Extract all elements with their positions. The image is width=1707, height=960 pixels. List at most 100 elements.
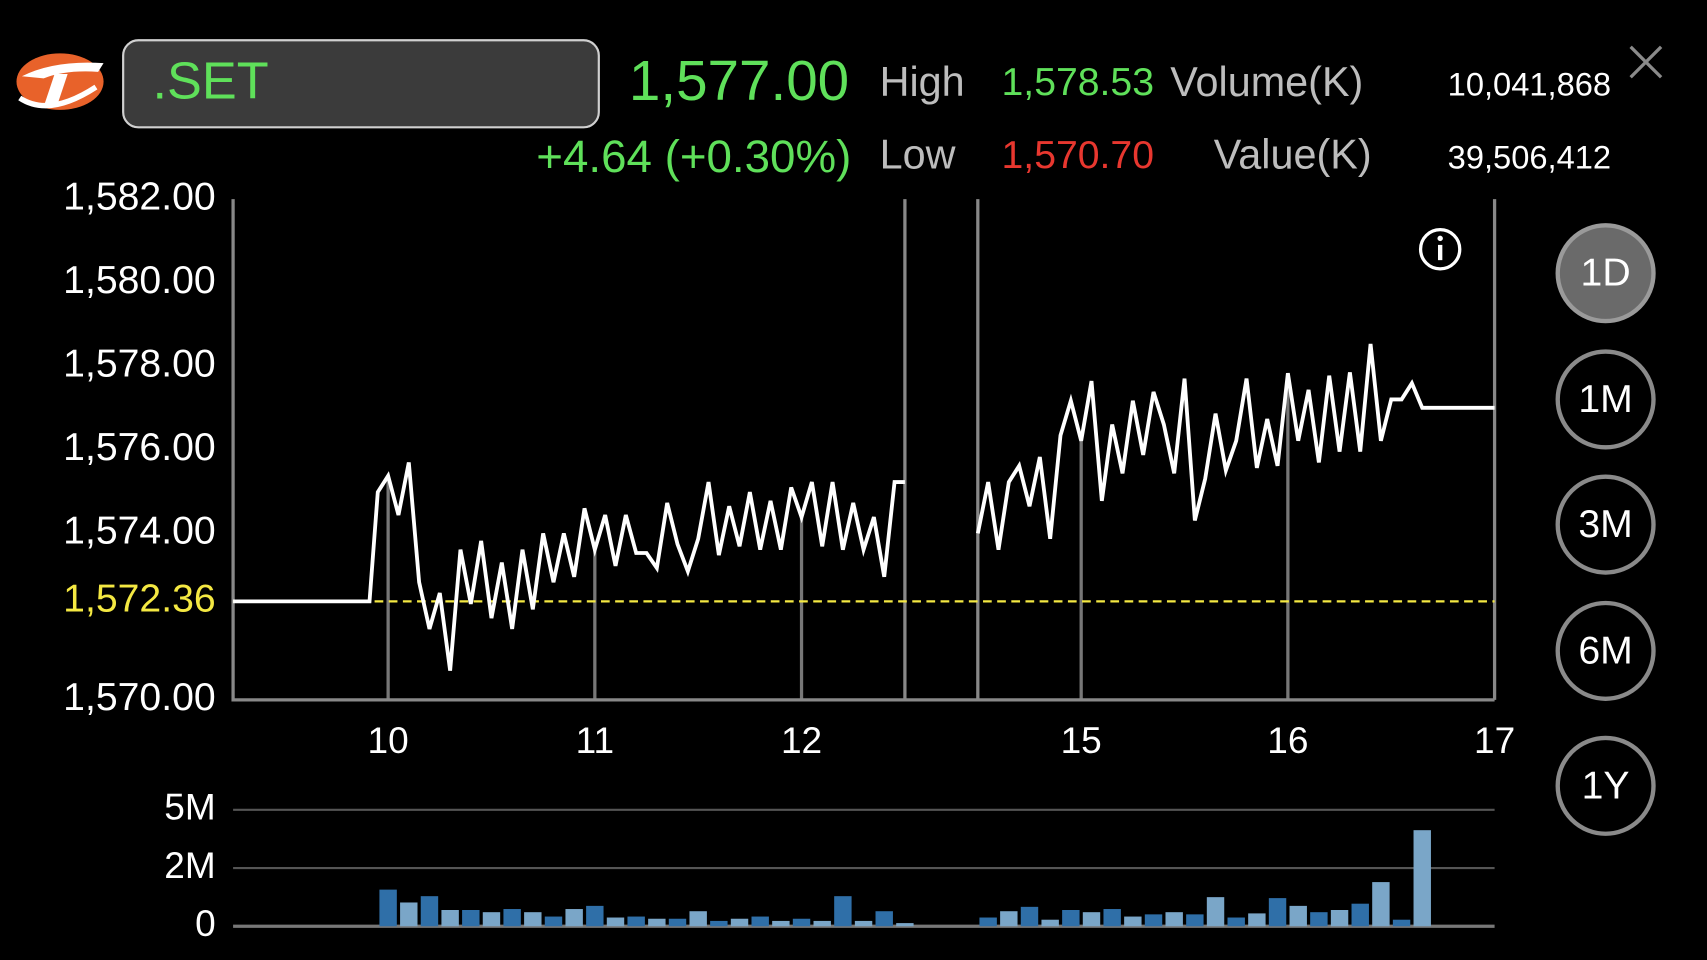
period-button[interactable] — [1555, 735, 1656, 836]
volume-bar — [586, 905, 604, 927]
volume-bar — [565, 909, 583, 927]
x-tick-label: 12 — [781, 720, 822, 761]
volume-bar — [1330, 910, 1349, 927]
charts: 1,570.00 1,574.00 1,576.00 1,578.00 1,580.00… — [63, 176, 1515, 945]
volume-bar — [1372, 882, 1390, 927]
volume-bar — [1144, 914, 1163, 927]
period-button[interactable] — [1555, 474, 1656, 575]
volume-bar — [751, 916, 769, 927]
volume-bar — [1186, 914, 1204, 927]
info-button[interactable] — [1418, 228, 1462, 271]
period-button[interactable] — [1555, 349, 1656, 450]
period-buttons: 1D 1M 3M 6M 1Y — [1555, 223, 1656, 836]
volume-bar — [730, 918, 749, 927]
y-tick-label: 1,574.00 — [63, 509, 215, 552]
volume-bar — [1227, 917, 1245, 927]
y-tick-label: 1,580.00 — [63, 259, 215, 302]
volume-bar — [544, 916, 563, 927]
volume-bar — [648, 918, 666, 927]
low-value: 1,570.70 — [1002, 134, 1154, 177]
volume-bar — [606, 917, 625, 927]
volume-bar — [1413, 830, 1431, 927]
price-change: +4.64 (+0.30%) — [536, 131, 851, 182]
volume-bar — [896, 923, 914, 927]
volume-bar — [1020, 906, 1039, 927]
volume-bar — [482, 912, 501, 927]
volume-value: 10,041,868 — [1448, 66, 1611, 103]
volume-bar — [627, 916, 645, 927]
symbol-box[interactable] — [122, 39, 600, 129]
volume-bar — [772, 920, 790, 927]
price-line — [233, 343, 1495, 671]
volume-bar — [1392, 919, 1411, 927]
volume-bar — [1248, 913, 1266, 927]
volume-bar — [875, 911, 893, 927]
volume-bar — [1206, 897, 1225, 927]
volume-bar — [1082, 912, 1101, 927]
volume-bar — [420, 896, 439, 927]
volume-label: Volume(K) — [1170, 59, 1363, 105]
volume-bar — [668, 918, 687, 927]
logo-stem — [43, 74, 68, 107]
low-label: Low — [880, 132, 956, 178]
volume-bar — [1062, 910, 1080, 927]
volume-bar — [1165, 912, 1183, 927]
y-tick-label: 0 — [195, 903, 216, 944]
logo-ring — [18, 84, 98, 109]
symbol: .SET — [153, 53, 269, 111]
period-label: 3M — [1578, 503, 1632, 546]
volume-bar — [710, 920, 728, 927]
info-ring — [1418, 228, 1462, 271]
high-value: 1,578.53 — [1002, 61, 1154, 104]
x-tick-label: 11 — [576, 720, 614, 761]
volume-bar — [441, 910, 459, 927]
value-label: Value(K) — [1214, 132, 1372, 178]
volume-bar — [834, 896, 852, 927]
volume-bar — [813, 920, 831, 927]
volume-bar — [1103, 909, 1121, 927]
period-label: 1D — [1581, 252, 1631, 295]
period-button[interactable] — [1555, 223, 1656, 324]
volume-bar — [462, 910, 480, 927]
volume-bar — [689, 911, 707, 927]
period-label: 6M — [1578, 629, 1632, 672]
volume-bar — [400, 902, 418, 927]
volume-bar — [792, 918, 811, 927]
reference-label: 1,572.36 — [63, 578, 215, 621]
volume-bar — [1124, 916, 1142, 927]
volume-bar — [503, 909, 521, 927]
volume-bar — [979, 917, 997, 927]
volume-bar — [1041, 919, 1059, 927]
volume-bar — [1268, 898, 1287, 927]
period-button[interactable] — [1555, 600, 1656, 701]
y-tick-label: 1,578.00 — [63, 342, 215, 385]
logo-swoosh — [21, 62, 104, 79]
volume-bar — [1000, 911, 1018, 927]
volume-bar — [1351, 903, 1369, 927]
x-tick-label: 15 — [1061, 720, 1102, 761]
close-button[interactable] — [1629, 45, 1663, 79]
close-stroke — [1629, 45, 1663, 79]
y-tick-label: 5M — [164, 787, 215, 828]
x-tick-label: 10 — [368, 720, 409, 761]
last-price: 1,577.00 — [629, 49, 849, 112]
volume-bar — [379, 889, 397, 927]
volume-bar — [1289, 905, 1307, 927]
info-bar — [1437, 244, 1443, 261]
value-value: 39,506,412 — [1448, 139, 1611, 176]
y-tick-label: 1,570.00 — [63, 676, 215, 719]
volume-bar — [524, 912, 542, 927]
period-label: 1Y — [1582, 764, 1630, 807]
x-tick-label: 17 — [1474, 720, 1515, 761]
high-label: High — [880, 59, 965, 105]
y-tick-label: 1,582.00 — [63, 176, 215, 219]
x-tick-label: 16 — [1267, 720, 1308, 761]
logo[interactable] — [16, 53, 104, 110]
info-dot — [1437, 235, 1443, 242]
y-tick-label: 2M — [164, 845, 215, 886]
period-label: 1M — [1578, 378, 1632, 421]
volume-bar — [1310, 912, 1328, 927]
